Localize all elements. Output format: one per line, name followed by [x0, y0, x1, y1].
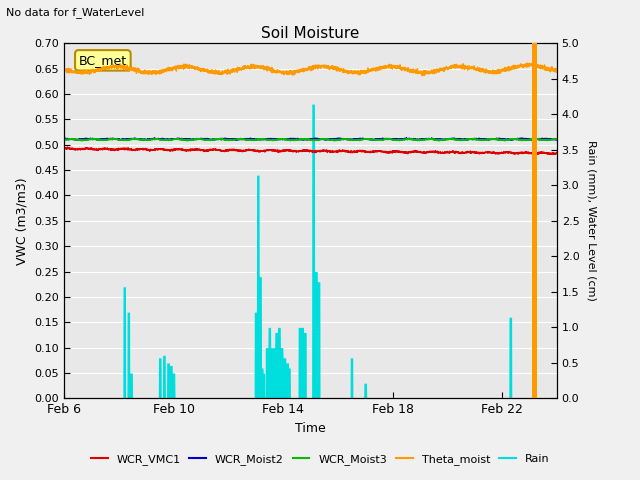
Text: No data for f_WaterLevel: No data for f_WaterLevel: [6, 7, 145, 18]
Bar: [532, 43, 538, 398]
Y-axis label: Rain (mm), Water Level (cm): Rain (mm), Water Level (cm): [586, 140, 596, 301]
Y-axis label: VWC (m3/m3): VWC (m3/m3): [16, 177, 29, 264]
Legend: WCR_VMC1, WCR_Moist2, WCR_Moist3, Theta_moist, Rain: WCR_VMC1, WCR_Moist2, WCR_Moist3, Theta_…: [86, 450, 554, 469]
Text: BC_met: BC_met: [79, 54, 127, 67]
Title: Soil Moisture: Soil Moisture: [261, 25, 360, 41]
X-axis label: Time: Time: [295, 422, 326, 435]
